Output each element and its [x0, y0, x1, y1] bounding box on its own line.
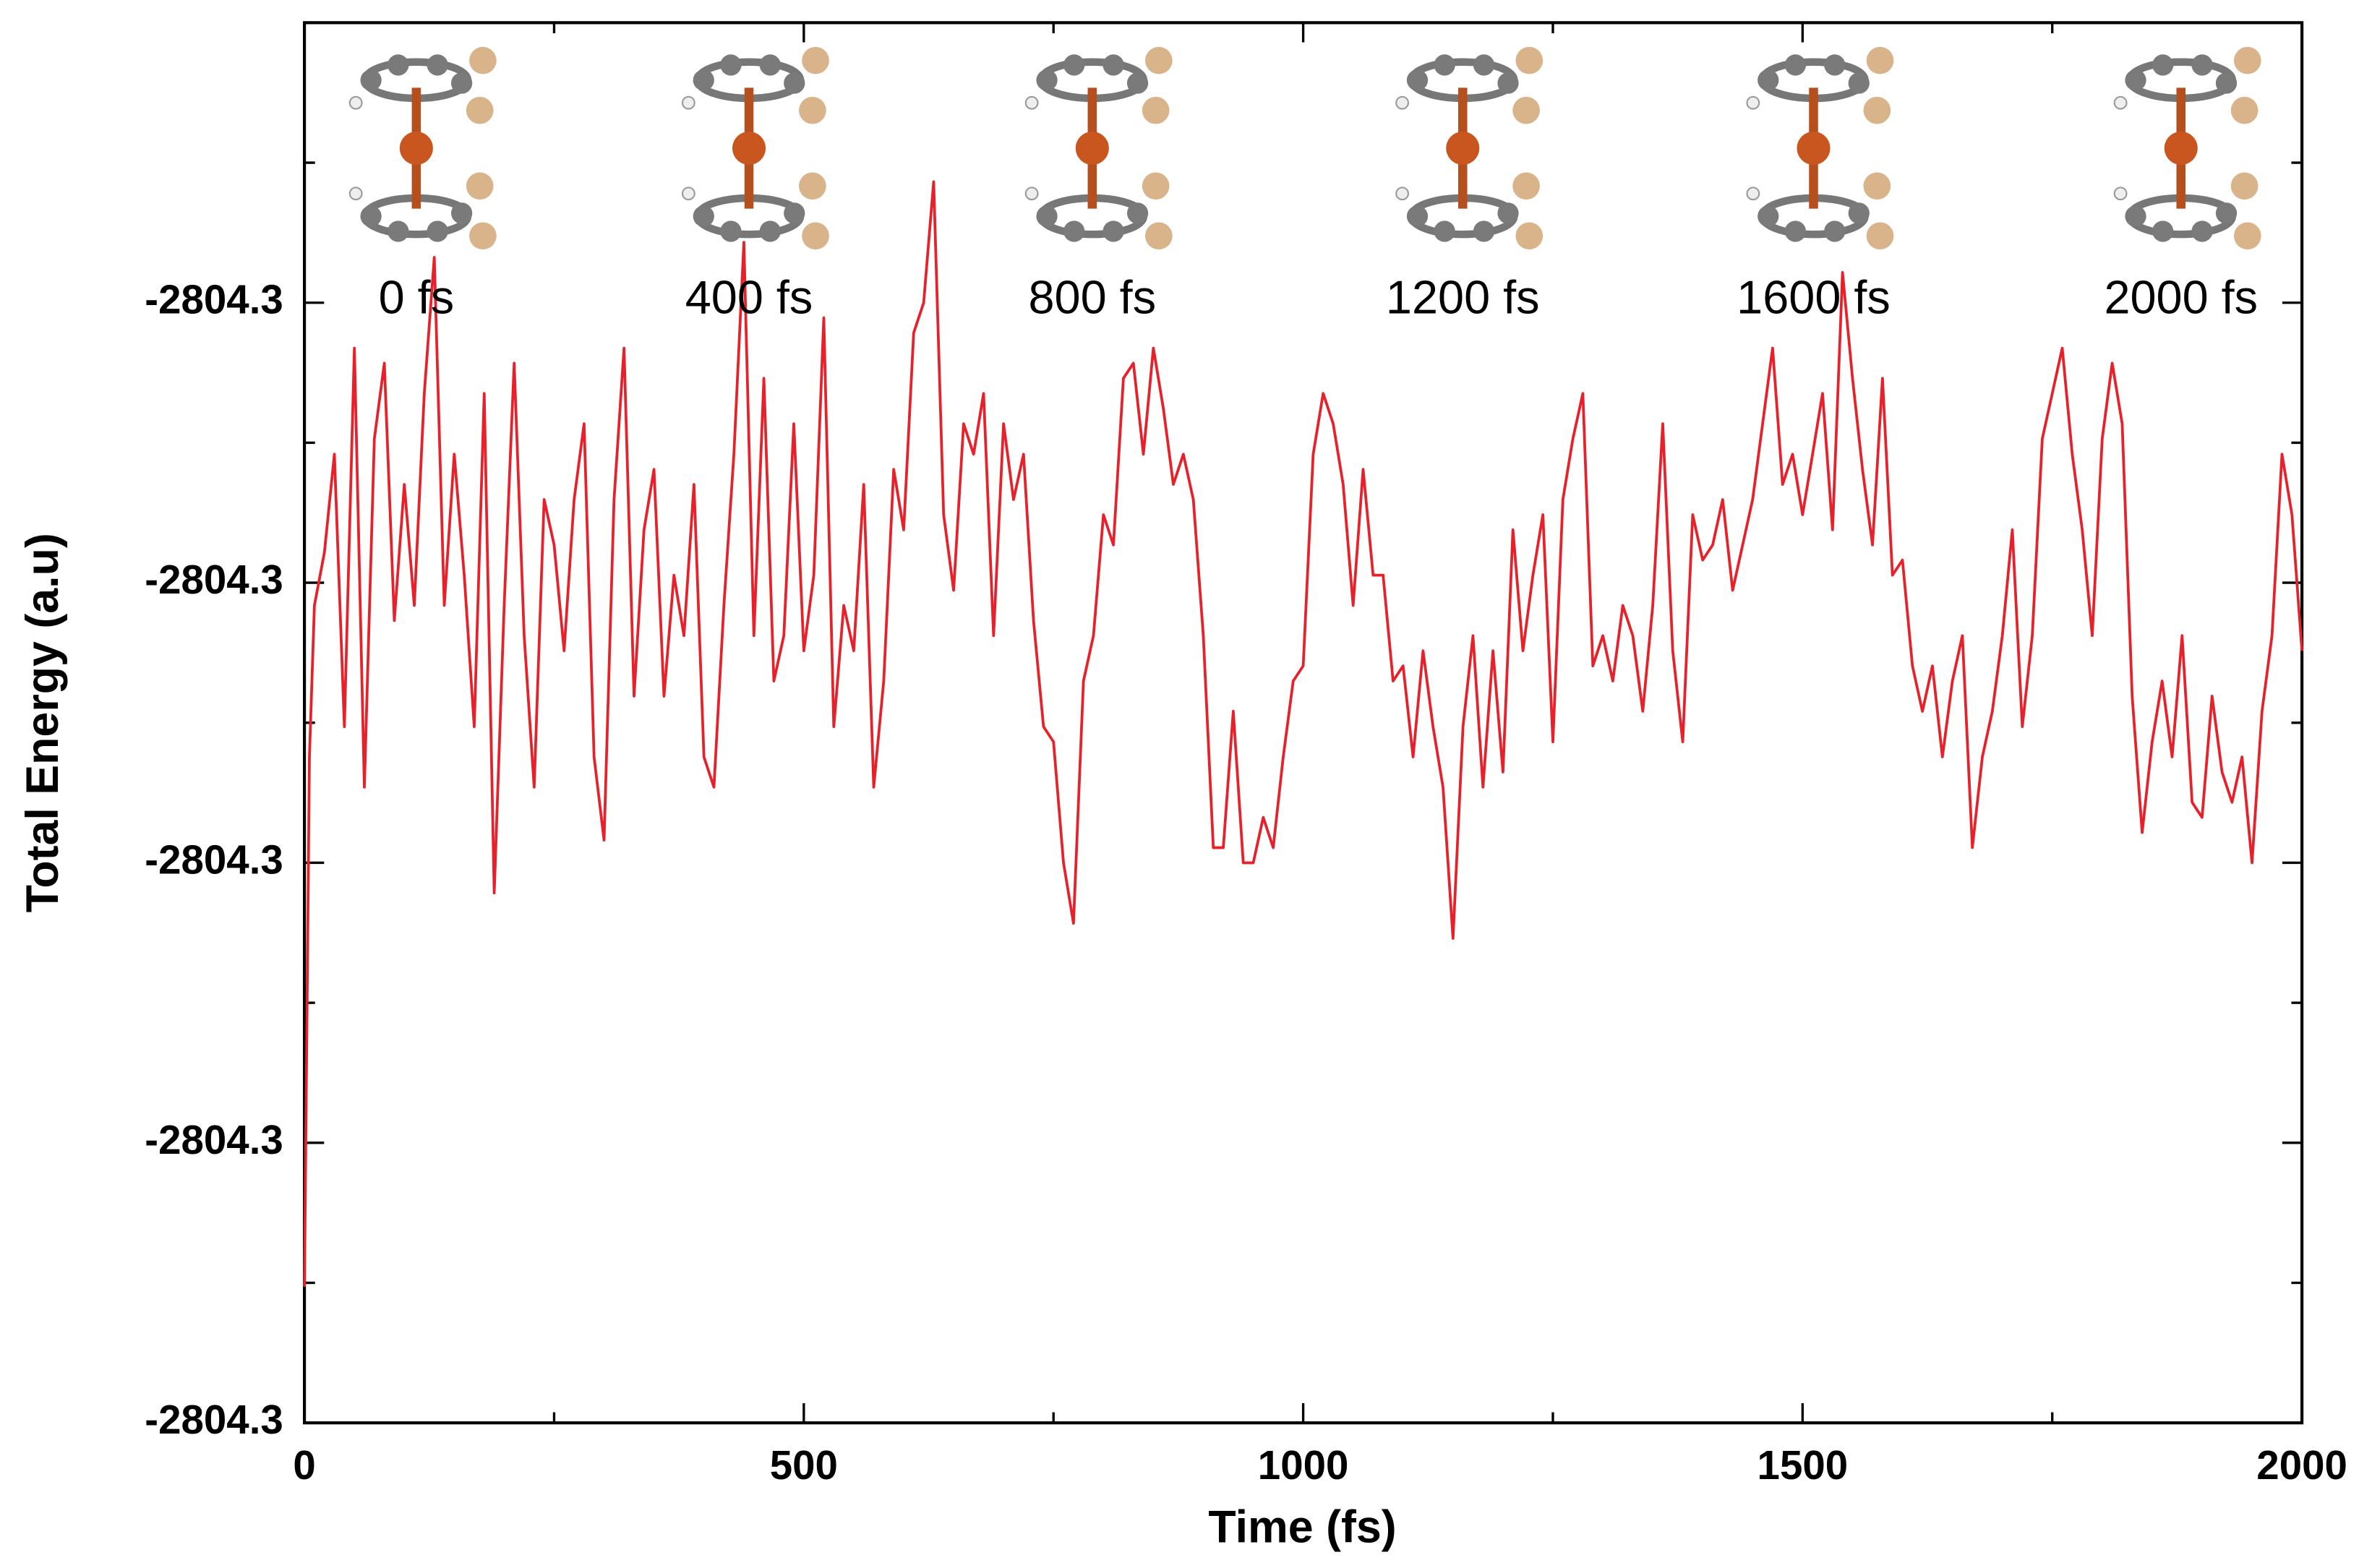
y-tick-label: -2804.3 [145, 1117, 283, 1162]
snapshot-label: 800 fs [1029, 270, 1157, 323]
y-tick-label: -2804.3 [145, 836, 283, 882]
x-axis-title: Time (fs) [1208, 1501, 1396, 1552]
x-tick-label: 500 [770, 1442, 838, 1488]
snapshot-label: 2000 fs [2104, 270, 2258, 323]
molecule-snapshot [1396, 47, 1543, 249]
molecule-snapshot [682, 47, 829, 249]
molecule-snapshot [350, 47, 497, 249]
snapshot-label: 1200 fs [1386, 270, 1540, 323]
x-tick-label: 1500 [1757, 1442, 1849, 1488]
y-tick-label: -2804.3 [145, 1397, 283, 1442]
molecule-snapshot [1026, 47, 1173, 249]
y-axis-title: Total Energy (a.u) [17, 533, 68, 912]
x-tick-label: 0 [293, 1442, 315, 1488]
y-tick-label: -2804.3 [145, 277, 283, 322]
x-tick-label: 2000 [2256, 1442, 2347, 1488]
molecule-snapshot [1747, 47, 1893, 249]
snapshot-label: 400 fs [685, 270, 813, 323]
x-tick-label: 1000 [1258, 1442, 1349, 1488]
snapshot-label: 0 fs [379, 270, 455, 323]
y-tick-label: -2804.3 [145, 557, 283, 602]
snapshot-label: 1600 fs [1737, 270, 1891, 323]
plot-frame [302, 21, 2304, 1425]
data-line [303, 180, 2303, 1287]
molecule-snapshot [2115, 47, 2261, 249]
